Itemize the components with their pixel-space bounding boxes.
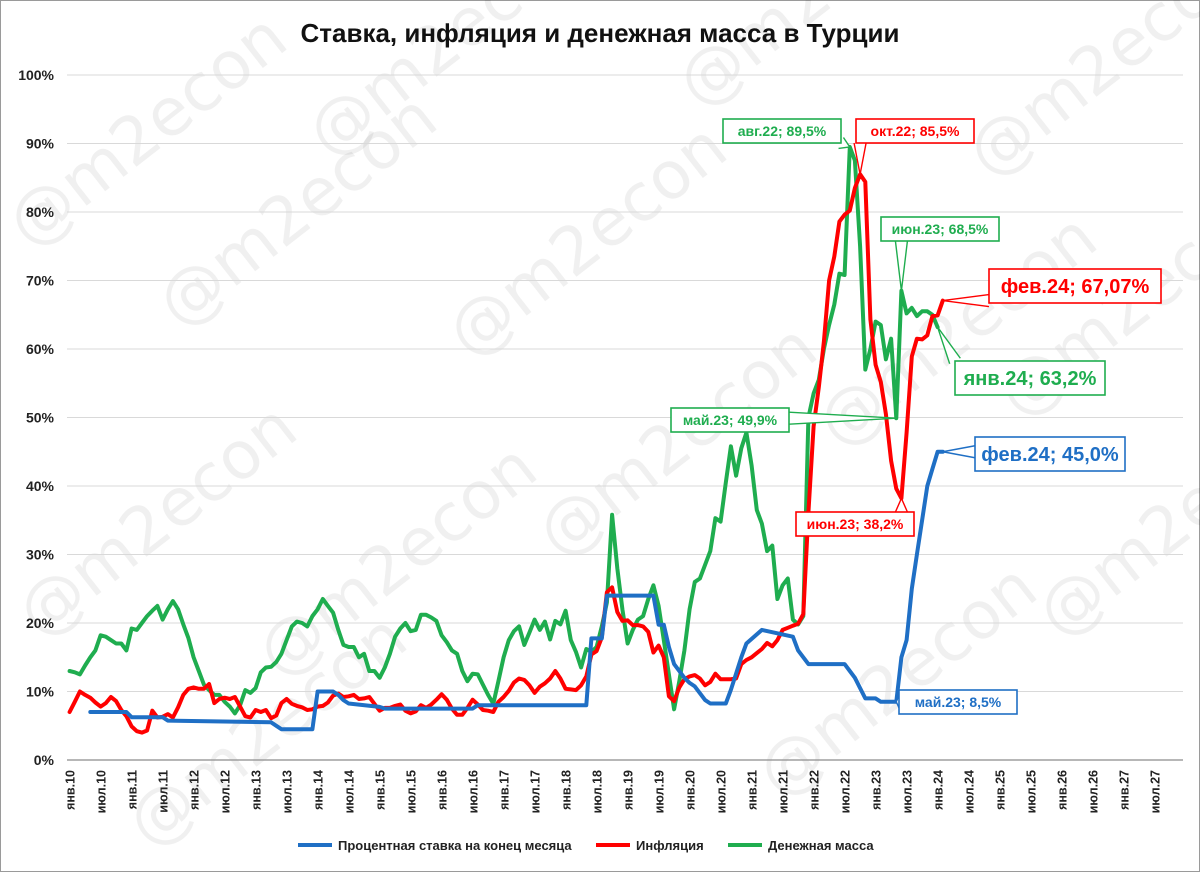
x-tick-label: июл.23 (901, 770, 915, 813)
annotation-box (974, 436, 1126, 472)
x-tick-label: янв.16 (436, 770, 450, 810)
chart-title: Ставка, инфляция и денежная масса в Турц… (300, 18, 899, 48)
x-tick-label: июл.14 (343, 770, 357, 813)
x-tick-label: июл.13 (281, 770, 295, 813)
y-tick-label: 20% (26, 615, 55, 631)
annotation-box (795, 511, 915, 537)
x-tick-label: янв.11 (126, 770, 140, 809)
y-tick-label: 40% (26, 478, 55, 494)
x-tick-label: июл.18 (591, 770, 605, 813)
annotation-label: фев.24; 45,0% (981, 444, 1119, 466)
annotation-label: окт.22; 85,5% (871, 123, 960, 139)
annotation-leader (788, 411, 897, 425)
annotation-label: июн.23; 38,2% (807, 516, 904, 532)
series-line-1 (67, 172, 945, 735)
annotation-box (670, 407, 790, 433)
x-tick-label: янв.10 (64, 770, 78, 810)
y-tick-label: 90% (26, 136, 55, 152)
x-tick-label: июл.24 (963, 770, 977, 813)
x-tick-label: янв.20 (684, 770, 698, 810)
x-tick-label: янв.24 (932, 770, 946, 810)
x-tick-label: июл.12 (219, 770, 233, 813)
y-tick-label: 70% (26, 273, 55, 289)
x-tick-label: июл.10 (95, 770, 109, 813)
annotation-label: фев.24; 67,07% (1001, 276, 1150, 298)
x-tick-label: июл.27 (1149, 770, 1163, 813)
y-tick-label: 0% (34, 752, 55, 768)
annotation-leader (942, 293, 990, 308)
annotation-box (880, 216, 1000, 242)
annotation-leader (838, 137, 851, 150)
x-tick-label: июл.17 (529, 770, 543, 813)
annotation-leader (853, 142, 867, 175)
x-tick-label: июл.22 (839, 770, 853, 813)
y-tick-label: 30% (26, 547, 55, 563)
y-tick-label: 80% (26, 204, 55, 220)
x-tick-label: янв.22 (808, 770, 822, 810)
annotation-label: янв.24; 63,2% (963, 368, 1097, 390)
x-tick-label: июл.19 (653, 770, 667, 813)
x-tick-label: июл.20 (715, 770, 729, 813)
y-tick-label: 10% (26, 684, 55, 700)
y-tick-label: 60% (26, 341, 55, 357)
x-tick-label: янв.23 (870, 770, 884, 810)
chart-legend: Процентная ставка на конец месяца Инфляци… (298, 838, 874, 853)
x-tick-label: июл.16 (467, 770, 481, 813)
annotation-box (722, 118, 842, 144)
x-tick-label: янв.21 (746, 770, 760, 810)
annotation-label: май.23; 49,9% (683, 412, 778, 428)
x-tick-label: июл.15 (405, 770, 419, 813)
annotation-box (898, 689, 1018, 715)
x-tick-label: июл.25 (1025, 770, 1039, 813)
x-tick-label: янв.25 (994, 770, 1008, 810)
annotation-leader (894, 496, 909, 513)
x-tick-label: янв.14 (312, 770, 326, 810)
x-tick-label: июл.21 (777, 770, 791, 813)
x-tick-label: янв.27 (1118, 770, 1132, 810)
annotation-leader (894, 240, 909, 291)
legend-label-1: Инфляция (636, 838, 704, 853)
x-tick-label: янв.19 (622, 770, 636, 810)
annotation-box (988, 268, 1162, 304)
x-tick-label: янв.26 (1056, 770, 1070, 810)
legend-label-0: Процентная ставка на конец месяца (338, 838, 572, 853)
y-tick-label: 50% (26, 410, 55, 426)
legend-label-2: Денежная масса (768, 838, 874, 853)
series-line-0 (88, 449, 945, 732)
x-tick-label: июл.26 (1087, 770, 1101, 813)
annotation-label: июн.23; 68,5% (892, 221, 989, 237)
x-tick-label: янв.13 (250, 770, 264, 810)
x-tick-label: янв.12 (188, 770, 202, 810)
x-tick-label: июл.11 (157, 770, 171, 813)
annotation-label: авг.22; 89,5% (738, 123, 827, 139)
x-tick-label: янв.17 (498, 770, 512, 810)
annotation-box (855, 118, 975, 144)
annotation-leader (942, 445, 976, 459)
y-tick-label: 100% (18, 67, 54, 83)
series-line-2 (67, 144, 940, 716)
annotation-leader (936, 326, 961, 364)
x-tick-label: янв.18 (560, 770, 574, 810)
annotation-box (954, 360, 1106, 396)
x-tick-label: янв.15 (374, 770, 388, 810)
annotation-label: май.23; 8,5% (915, 694, 1002, 710)
